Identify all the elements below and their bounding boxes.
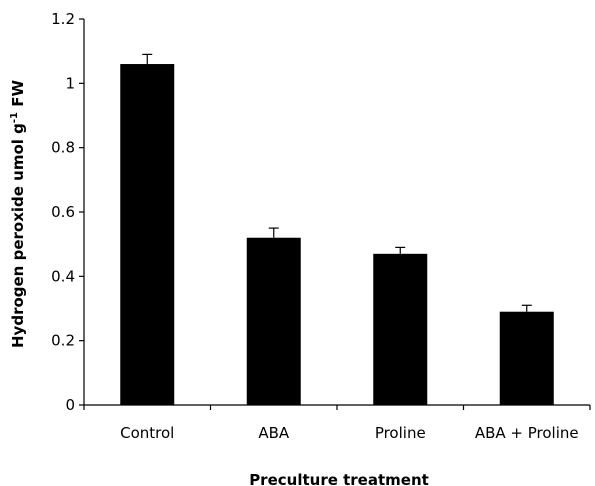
x-tick-label: Control (120, 424, 174, 442)
y-tick-label: 0.8 (51, 139, 75, 157)
x-tick-label: Proline (375, 424, 426, 442)
bar (120, 64, 175, 406)
plot-area: 0 0.2 0.4 0.6 0.8 1 1.2 Control ABA Proline ABA + … (51, 10, 591, 442)
bar (246, 237, 301, 405)
bar (499, 311, 554, 405)
y-axis-title-main: Hydrogen peroxide umol g (9, 123, 27, 348)
x-axis-title: Preculture treatment (249, 471, 429, 486)
bar (373, 253, 428, 405)
y-axis-title-tail: FW (9, 80, 27, 112)
y-tick-label: 0.6 (51, 203, 75, 221)
y-tick-label: 0 (65, 396, 75, 414)
y-tick-label: 0.2 (51, 332, 75, 350)
x-tick-label: ABA (258, 424, 290, 442)
y-tick-label: 1.2 (51, 10, 75, 28)
x-tick-label: ABA + Proline (475, 424, 579, 442)
y-tick-label: 1 (65, 74, 75, 92)
y-tick-label: 0.4 (51, 267, 75, 285)
y-axis-title: Hydrogen peroxide umol g-1 FW (9, 80, 27, 348)
y-axis-title-superscript: -1 (9, 112, 20, 123)
